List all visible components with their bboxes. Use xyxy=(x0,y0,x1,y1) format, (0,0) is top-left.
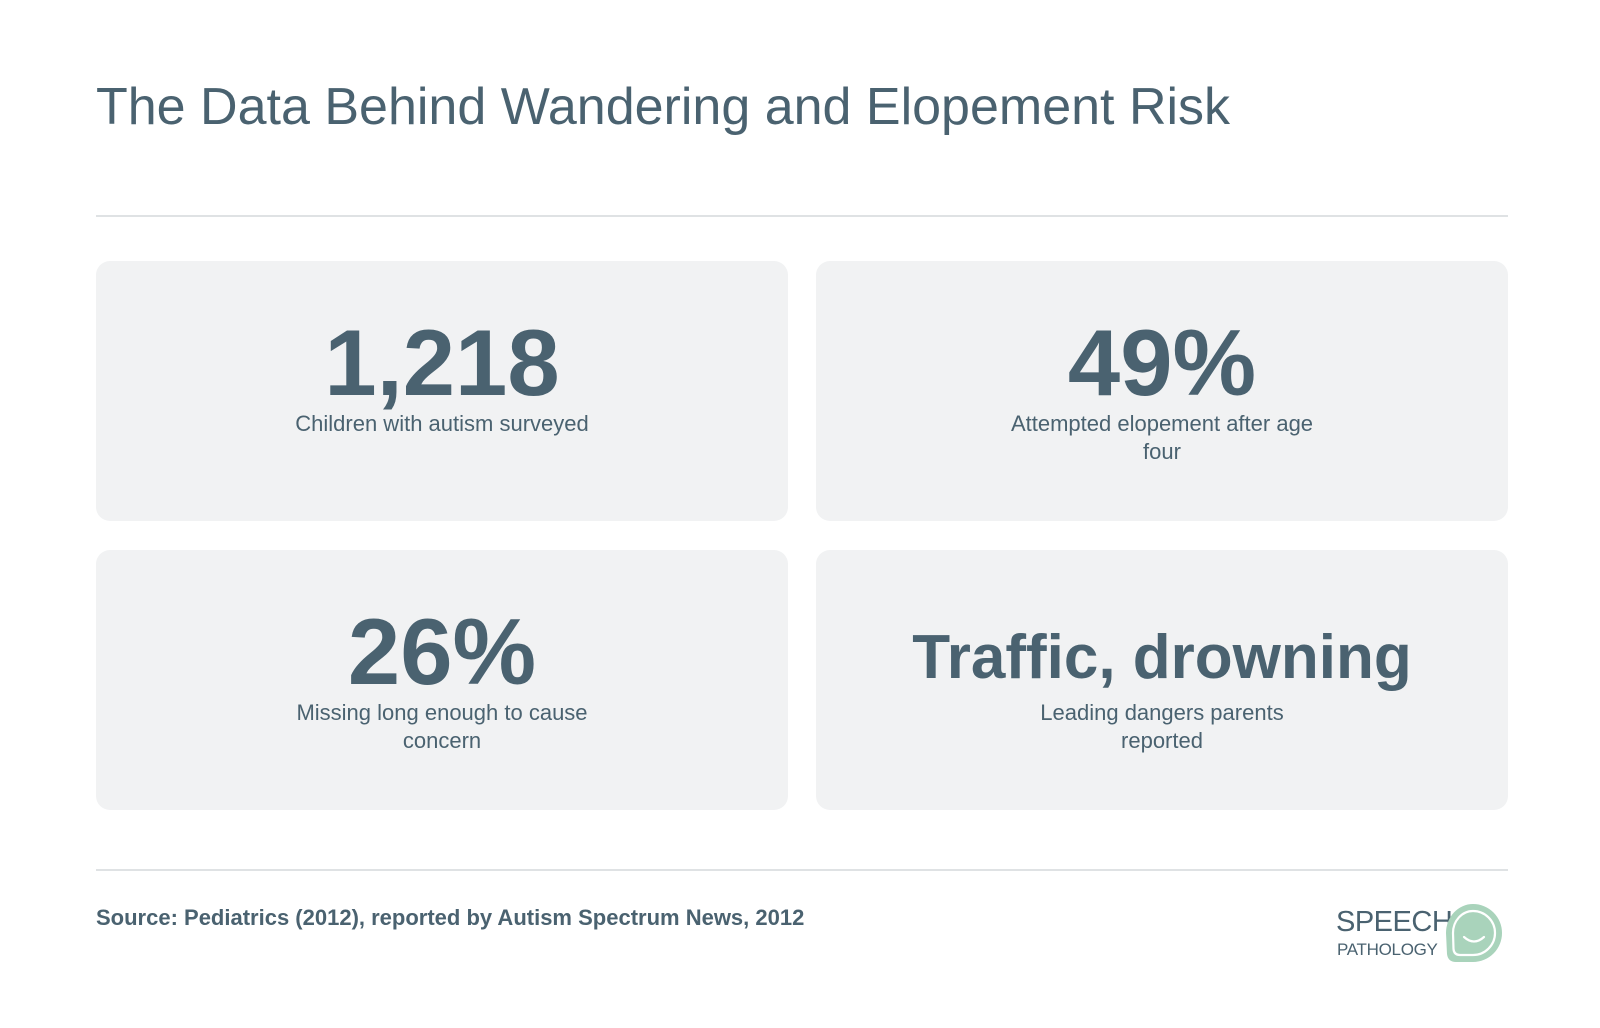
stat-value: 49% xyxy=(1067,310,1257,415)
bottom-divider xyxy=(96,869,1508,871)
page-title: The Data Behind Wandering and Elopement … xyxy=(96,78,1231,136)
speech-pathology-logo: SPEECH PATHOLOGY xyxy=(1336,899,1506,963)
source-citation: Source: Pediatrics (2012), reported by A… xyxy=(96,905,805,930)
stat-card-attempted-elopement: 49% Attempted elopement after age four xyxy=(816,261,1508,521)
speech-bubble-smile-icon xyxy=(1446,904,1503,962)
stat-label: Missing long enough to cause concern xyxy=(296,700,588,753)
stat-label: Children with autism surveyed xyxy=(295,411,589,436)
stat-value: 1,218 xyxy=(324,310,560,415)
stat-label: Attempted elopement after age four xyxy=(1010,411,1314,464)
stat-card-children-surveyed: 1,218 Children with autism surveyed xyxy=(96,261,788,521)
stat-value: 26% xyxy=(347,599,537,704)
stat-value: Traffic, drowning xyxy=(912,623,1412,692)
stat-card-leading-dangers: Traffic, drowning Leading dangers parent… xyxy=(816,550,1508,810)
top-divider xyxy=(96,215,1508,217)
logo-text-speech: SPEECH xyxy=(1336,906,1453,938)
stats-grid: 1,218 Children with autism surveyed 49% … xyxy=(96,261,1508,810)
stat-card-missing: 26% Missing long enough to cause concern xyxy=(96,550,788,810)
logo-text-pathology: PATHOLOGY xyxy=(1337,940,1438,959)
stat-label: Leading dangers parents reported xyxy=(1040,700,1284,753)
